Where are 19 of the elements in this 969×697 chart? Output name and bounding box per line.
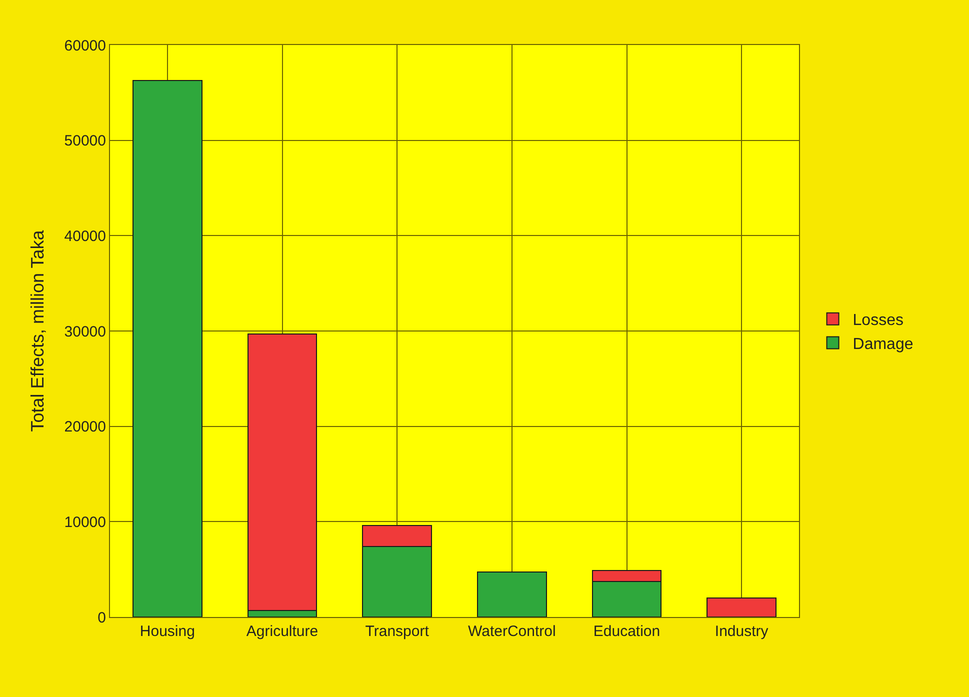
y-tick-label: 60000 — [64, 37, 106, 54]
legend-label: Losses — [852, 312, 904, 330]
y-tick-label: 40000 — [64, 228, 106, 245]
x-tick-label: Housing — [140, 623, 195, 640]
y-tick-label: 30000 — [64, 323, 106, 340]
x-tick-label: Industry — [714, 623, 769, 640]
y-tick-label: 10000 — [64, 514, 106, 531]
y-tick-label: 0 — [98, 609, 106, 626]
y-tick-label: 50000 — [64, 132, 106, 150]
y-tick-label: 20000 — [64, 418, 106, 436]
y-axis-title: Total Effects, million Taka — [27, 229, 48, 432]
x-tick-label: Transport — [365, 623, 430, 640]
legend-label: Damage — [852, 336, 914, 353]
x-tick-label: Education — [593, 623, 660, 640]
bar — [706, 597, 777, 617]
bar — [476, 572, 547, 617]
x-tick-label: Agriculture — [246, 623, 318, 640]
x-tick-label: WaterControl — [468, 623, 556, 640]
bar — [132, 80, 202, 617]
